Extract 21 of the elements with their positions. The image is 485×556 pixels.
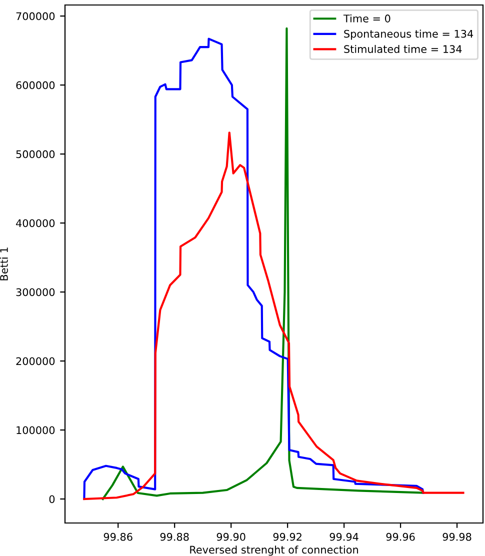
legend-label: Spontaneous time = 134: [344, 30, 474, 40]
y-axis-title: Betti 1: [0, 248, 8, 280]
legend-label: Time = 0: [343, 14, 390, 22]
y-tick-label: 600000: [16, 81, 55, 90]
y-tick-label: 400000: [16, 219, 55, 228]
y-tick-label: 500000: [16, 150, 55, 158]
x-tick-label: 99.94: [330, 532, 358, 541]
x-tick-label: 99.98: [442, 532, 472, 541]
x-tick-label: 99.86: [104, 532, 132, 541]
y-tick-label: 100000: [16, 426, 55, 434]
x-tick-label: 99.90: [216, 532, 246, 541]
x-tick-label: 99.96: [386, 532, 415, 541]
x-tick-label: 99.92: [273, 532, 302, 541]
y-tick-label: 200000: [16, 357, 55, 366]
x-tick-label: 99.88: [160, 532, 189, 541]
y-tick-label: 300000: [16, 288, 55, 296]
line-series: [83, 132, 464, 500]
y-tick-label: 0: [49, 495, 55, 504]
legend-label: Stimulated time = 134: [344, 44, 462, 54]
y-tick-label: 700000: [16, 12, 55, 20]
x-axis-title: Reversed strenght of connection: [190, 546, 358, 556]
